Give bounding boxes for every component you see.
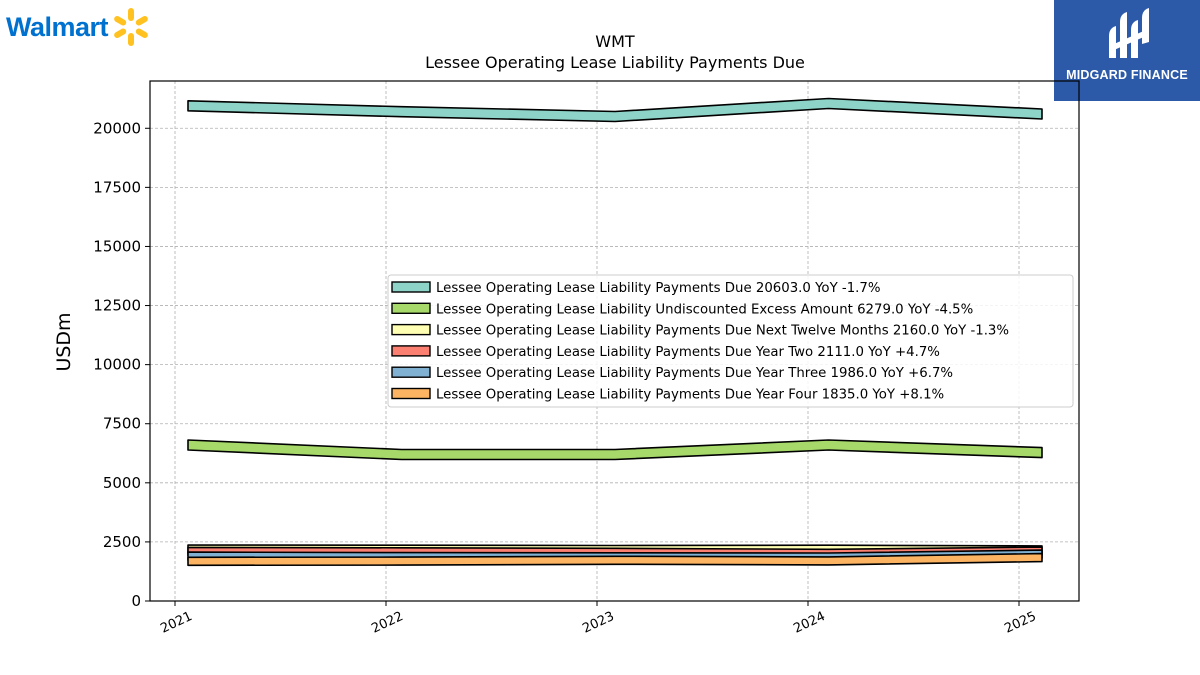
legend: Lessee Operating Lease Liability Payment… bbox=[387, 274, 1074, 408]
legend-entry: Lessee Operating Lease Liability Undisco… bbox=[436, 302, 973, 317]
x-tick-label: 2021 bbox=[158, 609, 194, 637]
legend-entry: Lessee Operating Lease Liability Payment… bbox=[436, 366, 953, 381]
legend-swatch bbox=[391, 323, 431, 336]
legend-swatch bbox=[391, 387, 431, 400]
series-band-0 bbox=[187, 97, 1043, 123]
plot-frame bbox=[149, 80, 1080, 602]
x-tick-label: 2022 bbox=[369, 609, 405, 637]
y-tick-label: 5000 bbox=[103, 474, 141, 492]
series-layer bbox=[187, 97, 1043, 567]
y-tick-label: 20000 bbox=[93, 119, 141, 137]
legend-entry: Lessee Operating Lease Liability Payment… bbox=[436, 324, 1009, 339]
x-tick-label: 2024 bbox=[791, 609, 827, 637]
y-tick-label: 7500 bbox=[103, 415, 141, 433]
series-band-5 bbox=[187, 552, 1043, 567]
chart-title: WMT bbox=[595, 32, 635, 51]
midgard-brand-text: MIDGARD FINANCE bbox=[1066, 68, 1188, 82]
y-tick-label: 10000 bbox=[93, 356, 141, 374]
y-tick-label: 0 bbox=[131, 592, 141, 610]
x-tick-label: 2025 bbox=[1002, 609, 1038, 637]
walmart-spark-icon bbox=[114, 8, 148, 46]
chart-subtitle: Lessee Operating Lease Liability Payment… bbox=[425, 53, 805, 72]
legend-entry: Lessee Operating Lease Liability Payment… bbox=[436, 281, 881, 296]
legend-swatch bbox=[391, 281, 431, 293]
midgard-finance-logo: MIDGARD FINANCE bbox=[1054, 0, 1200, 101]
legend-swatch bbox=[391, 302, 431, 314]
walmart-logo: Walmart bbox=[6, 6, 152, 48]
legend-box bbox=[387, 274, 1074, 408]
x-tick-label: 2023 bbox=[580, 609, 616, 637]
midgard-logo-mark-icon bbox=[1054, 0, 1200, 101]
legend-entry: Lessee Operating Lease Liability Payment… bbox=[436, 388, 944, 403]
legend-entry: Lessee Operating Lease Liability Payment… bbox=[436, 345, 940, 360]
y-axis-label: USDm bbox=[53, 312, 75, 371]
walmart-wordmark: Walmart bbox=[6, 11, 109, 42]
legend-swatch bbox=[391, 345, 431, 357]
y-tick-label: 15000 bbox=[93, 237, 141, 255]
series-band-1 bbox=[187, 439, 1043, 461]
y-tick-label: 12500 bbox=[93, 297, 141, 315]
legend-swatch bbox=[391, 366, 431, 378]
y-tick-label: 17500 bbox=[93, 178, 141, 196]
y-tick-label: 2500 bbox=[103, 533, 141, 551]
